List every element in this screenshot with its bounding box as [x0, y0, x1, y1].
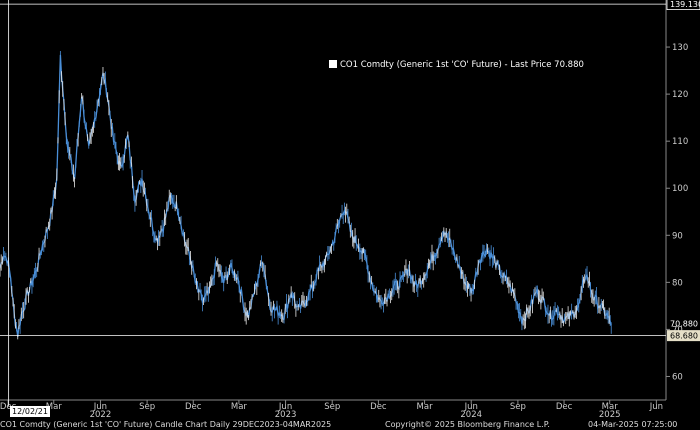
low-price-label: 68.680: [670, 332, 698, 341]
footer: CO1 Comdty (Generic 1st 'CO' Future) Can…: [0, 419, 700, 430]
x-tick-label: Mar: [46, 402, 63, 412]
y-tick-label: 80: [672, 278, 683, 288]
low-price-tag: [667, 330, 700, 342]
legend: CO1 Comdty (Generic 1st 'CO' Future) - L…: [323, 57, 590, 74]
legend-swatch-icon: [329, 60, 337, 68]
y-tick-label: 100: [672, 184, 688, 194]
axes: 60708090100110120130DecMarJun2022SepDecM…: [0, 0, 688, 420]
x-tick-label: Mar: [602, 402, 619, 412]
legend-text: CO1 Comdty (Generic 1st 'CO' Future) - L…: [340, 60, 584, 70]
y-tick-label: 110: [672, 137, 688, 147]
x-tick-label: Dec: [0, 402, 17, 412]
x-year-label: 2025: [599, 410, 621, 420]
price-line: [0, 54, 612, 337]
y-tick-label: 60: [672, 372, 683, 382]
crosshair-price-tag: [666, 0, 700, 10]
x-tick-label: Mar: [417, 402, 434, 412]
x-tick-label: Dec: [185, 402, 202, 412]
x-tick-label: Jun: [649, 402, 663, 412]
x-tick-label: Sep: [139, 402, 155, 412]
crosshair: 139.130 68.680 70.880: [0, 0, 700, 406]
x-tick-label: Jun: [93, 402, 107, 412]
x-tick-label: Sep: [324, 402, 340, 412]
x-tick-label: Jun: [278, 402, 292, 412]
y-tick-label: 90: [672, 231, 683, 241]
x-tick-label: Mar: [231, 402, 248, 412]
footer-copyright: Copyright© 2025 Bloomberg Finance L.P.: [385, 420, 550, 429]
x-tick-label: Jun: [464, 402, 478, 412]
crosshair-date-label: 12/02/21: [10, 406, 50, 417]
y-tick-label: 120: [672, 90, 688, 100]
y-tick-label: 130: [672, 43, 688, 53]
last-price-label: 70.880: [670, 319, 698, 328]
x-year-label: 2023: [275, 410, 297, 420]
crosshair-price-label: 139.130: [670, 0, 700, 9]
footer-timestamp: 04-Mar-2025 07:25:00: [588, 420, 678, 429]
x-tick-label: Sep: [510, 402, 526, 412]
x-year-label: 2022: [90, 410, 112, 420]
footer-chart-description: CO1 Comdty (Generic 1st 'CO' Future) Can…: [0, 420, 332, 429]
x-tick-label: Dec: [370, 402, 387, 412]
price-series: [0, 51, 612, 340]
x-year-label: 2024: [460, 410, 482, 420]
x-tick-label: Dec: [556, 402, 573, 412]
